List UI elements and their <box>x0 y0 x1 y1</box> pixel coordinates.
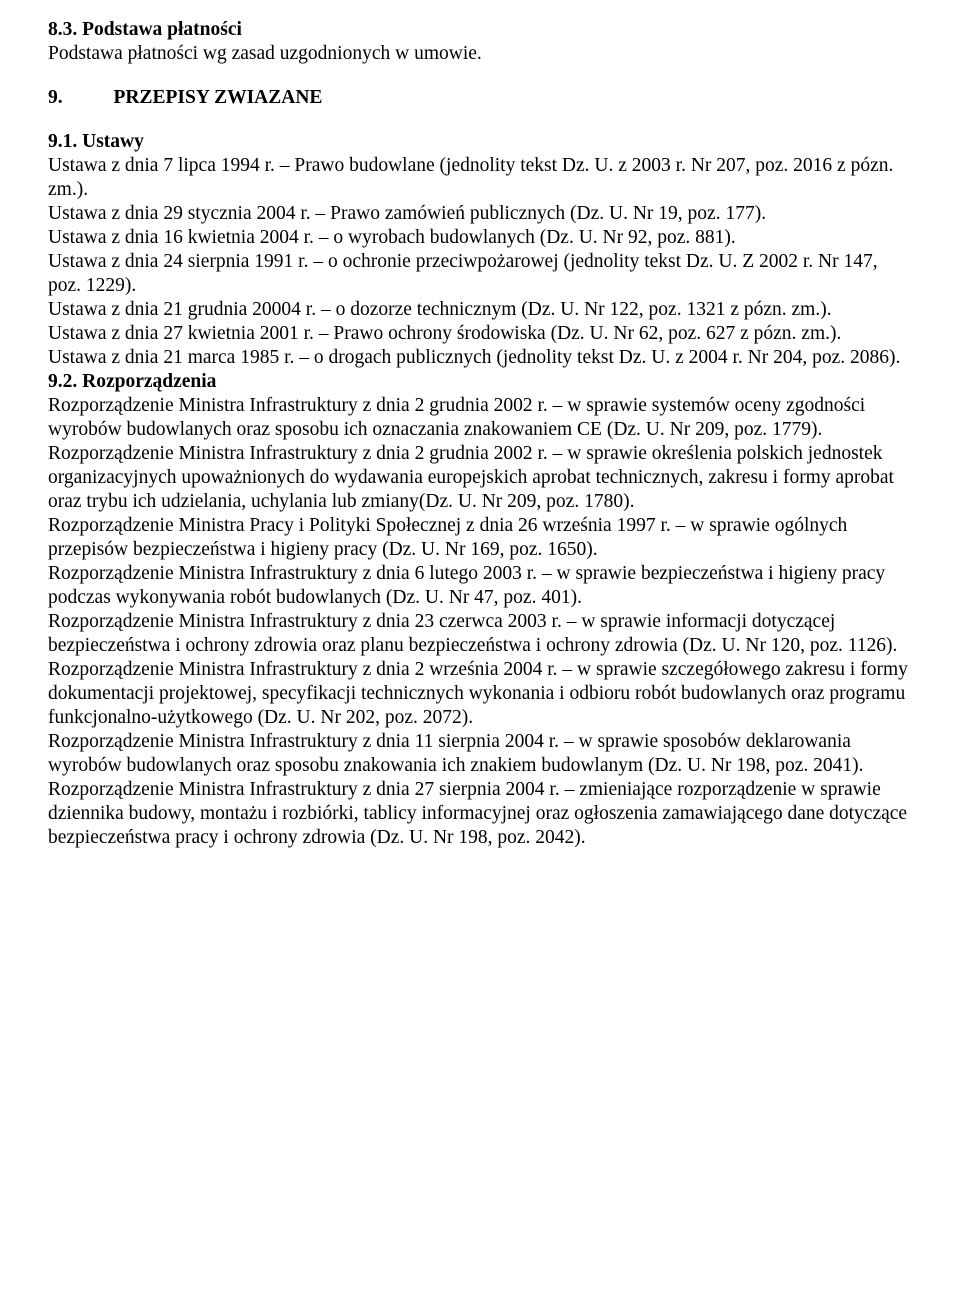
section-9-2-heading: 9.2. Rozporządzenia <box>48 370 912 394</box>
rozporzadzenie-5: Rozporządzenie Ministra Infrastruktury z… <box>48 610 912 658</box>
spacer <box>48 110 912 130</box>
rozporzadzenie-2: Rozporządzenie Ministra Infrastruktury z… <box>48 442 912 514</box>
ustawa-1: Ustawa z dnia 7 lipca 1994 r. – Prawo bu… <box>48 154 912 202</box>
section-8-3-text: Podstawa płatności wg zasad uzgodnionych… <box>48 42 912 66</box>
rozporzadzenie-6: Rozporządzenie Ministra Infrastruktury z… <box>48 658 912 730</box>
document-page: 8.3. Podstawa płatności Podstawa płatnoś… <box>0 0 960 889</box>
rozporzadzenie-7: Rozporządzenie Ministra Infrastruktury z… <box>48 730 912 778</box>
ustawa-2: Ustawa z dnia 29 stycznia 2004 r. – Praw… <box>48 202 912 226</box>
rozporzadzenie-3: Rozporządzenie Ministra Pracy i Polityki… <box>48 514 912 562</box>
section-9-1-heading: 9.1. Ustawy <box>48 130 912 154</box>
rozporzadzenie-1: Rozporządzenie Ministra Infrastruktury z… <box>48 394 912 442</box>
section-9-num: 9. <box>48 87 63 108</box>
rozporzadzenie-4: Rozporządzenie Ministra Infrastruktury z… <box>48 562 912 610</box>
ustawa-5: Ustawa z dnia 21 grudnia 20004 r. – o do… <box>48 298 912 322</box>
ustawa-6: Ustawa z dnia 27 kwietnia 2001 r. – Praw… <box>48 322 912 346</box>
section-9-heading: 9. PRZEPISY ZWIAZANE <box>48 86 912 110</box>
spacer <box>48 66 912 86</box>
ustawa-3: Ustawa z dnia 16 kwietnia 2004 r. – o wy… <box>48 226 912 250</box>
ustawa-7: Ustawa z dnia 21 marca 1985 r. – o droga… <box>48 346 912 370</box>
rozporzadzenie-8: Rozporządzenie Ministra Infrastruktury z… <box>48 778 912 850</box>
section-9-title: PRZEPISY ZWIAZANE <box>114 87 323 108</box>
ustawa-4: Ustawa z dnia 24 sierpnia 1991 r. – o oc… <box>48 250 912 298</box>
section-8-3-heading: 8.3. Podstawa płatności <box>48 18 912 42</box>
